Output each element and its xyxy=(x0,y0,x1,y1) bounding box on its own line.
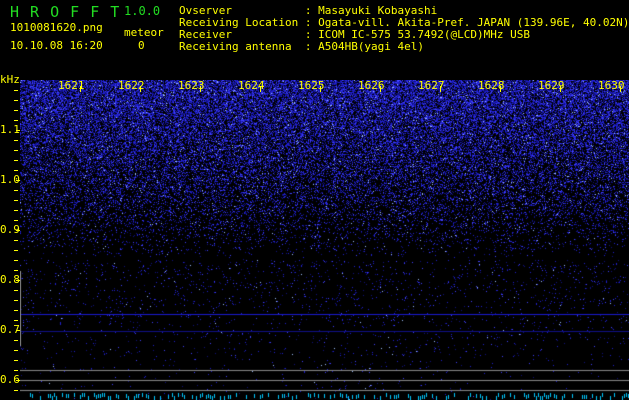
x-tick xyxy=(560,86,561,92)
x-tick xyxy=(380,86,381,92)
x-tick-label: 1622 xyxy=(118,79,145,92)
info-label: Receiving Location : xyxy=(179,16,312,29)
y-tick xyxy=(14,220,18,221)
info-label: Receiving antenna : xyxy=(179,40,312,53)
y-tick xyxy=(14,320,18,321)
x-tick-label: 1623 xyxy=(178,79,205,92)
y-tick xyxy=(14,150,18,151)
x-tick-label: 1627 xyxy=(418,79,445,92)
y-tick xyxy=(16,280,20,281)
y-tick xyxy=(14,110,18,111)
info-value: Ogata-vill. Akita-Pref. JAPAN (139.96E, … xyxy=(318,16,629,29)
x-tick xyxy=(440,86,441,92)
info-location: Receiving Location : Ogata-vill. Akita-P… xyxy=(179,17,629,29)
y-tick xyxy=(14,390,18,391)
y-tick xyxy=(14,200,18,201)
y-tick xyxy=(14,250,18,251)
info-receiver: Receiver : ICOM IC-575 53.7492(@LCD)MHz … xyxy=(179,29,629,41)
app-title: H R O F F T xyxy=(10,3,121,21)
x-tick-label: 1624 xyxy=(238,79,265,92)
y-tick-label: 0.6 xyxy=(0,373,20,386)
x-tick xyxy=(320,86,321,92)
y-tick xyxy=(16,180,20,181)
y-tick xyxy=(14,340,18,341)
info-label: Receiver : xyxy=(179,28,312,41)
y-tick xyxy=(14,140,18,141)
station-info: Ovserver : Masayuki Kobayashi Receiving … xyxy=(179,5,629,53)
info-antenna: Receiving antenna : A504HB(yagi 4el) xyxy=(179,41,629,53)
x-tick xyxy=(200,86,201,92)
x-tick xyxy=(620,86,621,92)
y-tick xyxy=(14,300,18,301)
y-tick-label: 1.1 xyxy=(0,123,20,136)
x-tick xyxy=(80,86,81,92)
y-tick xyxy=(14,360,18,361)
x-tick xyxy=(260,86,261,92)
y-unit-label: kHz xyxy=(0,73,20,86)
datetime: 10.10.08 16:20 xyxy=(10,39,103,52)
y-tick-label: 0.9 xyxy=(0,223,20,236)
y-tick xyxy=(14,210,18,211)
y-tick-label: 1.0 xyxy=(0,173,20,186)
y-tick xyxy=(14,160,18,161)
x-tick-label: 1621 xyxy=(58,79,85,92)
x-tick xyxy=(140,86,141,92)
y-tick xyxy=(14,350,18,351)
y-tick xyxy=(14,290,18,291)
x-tick-label: 1628 xyxy=(478,79,505,92)
app-version: 1.0.0 xyxy=(124,4,161,18)
y-tick xyxy=(14,120,18,121)
y-tick xyxy=(16,380,20,381)
y-tick xyxy=(14,370,18,371)
filename: 1010081620.png xyxy=(10,21,103,34)
y-tick-label: 0.8 xyxy=(0,273,20,286)
x-tick xyxy=(500,86,501,92)
y-tick xyxy=(14,260,18,261)
y-tick xyxy=(14,170,18,171)
y-tick xyxy=(14,90,18,91)
x-tick-label: 1629 xyxy=(538,79,565,92)
y-tick xyxy=(16,130,20,131)
meteor-count: 0 xyxy=(138,39,145,52)
y-tick xyxy=(14,310,18,311)
y-tick xyxy=(16,330,20,331)
y-tick xyxy=(14,100,18,101)
meteor-label: meteor xyxy=(124,26,164,39)
info-observer: Ovserver : Masayuki Kobayashi xyxy=(179,5,629,17)
x-tick-label: 1630 xyxy=(598,79,625,92)
info-value: Masayuki Kobayashi xyxy=(318,4,438,17)
y-tick xyxy=(14,190,18,191)
y-tick xyxy=(14,270,18,271)
info-value: A504HB(yagi 4el) xyxy=(318,40,425,53)
y-tick xyxy=(14,240,18,241)
y-tick xyxy=(16,230,20,231)
x-tick-label: 1625 xyxy=(298,79,325,92)
x-tick-label: 1626 xyxy=(358,79,385,92)
info-label: Ovserver : xyxy=(179,4,312,17)
spectrogram-waterfall xyxy=(20,80,629,400)
info-value: ICOM IC-575 53.7492(@LCD)MHz USB xyxy=(318,28,530,41)
y-tick-label: 0.7 xyxy=(0,323,20,336)
